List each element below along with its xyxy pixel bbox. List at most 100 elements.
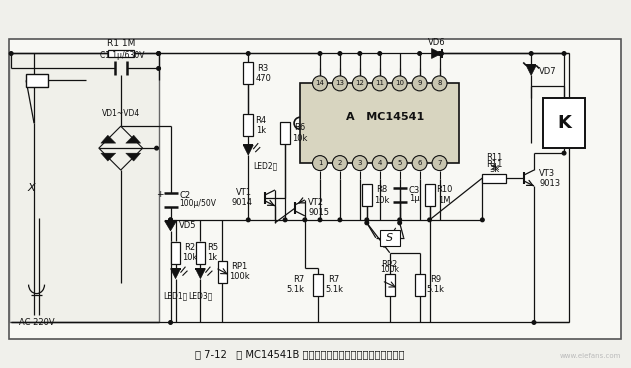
Bar: [26, 74, 48, 87]
Text: 4: 4: [377, 160, 382, 166]
Circle shape: [156, 67, 160, 70]
Bar: [482, 174, 506, 183]
Bar: [244, 63, 253, 84]
Circle shape: [168, 218, 172, 222]
Bar: [9, 53, 158, 322]
Circle shape: [156, 52, 160, 55]
Circle shape: [481, 218, 484, 222]
Bar: [385, 274, 395, 296]
Polygon shape: [101, 153, 115, 161]
Text: K-1: K-1: [30, 76, 44, 85]
Polygon shape: [196, 269, 206, 279]
Text: 8: 8: [437, 80, 442, 86]
Circle shape: [247, 52, 250, 55]
Polygon shape: [432, 49, 442, 59]
Text: VD5: VD5: [179, 221, 196, 230]
Circle shape: [372, 156, 387, 170]
Circle shape: [318, 52, 322, 55]
Polygon shape: [170, 269, 180, 279]
Circle shape: [318, 218, 322, 222]
Polygon shape: [244, 145, 253, 155]
Circle shape: [365, 221, 369, 224]
Text: X: X: [27, 183, 35, 193]
Circle shape: [372, 76, 387, 91]
Text: A   MC14541: A MC14541: [346, 112, 424, 122]
Circle shape: [412, 76, 427, 91]
Polygon shape: [526, 66, 536, 75]
Circle shape: [562, 151, 566, 155]
Text: 3: 3: [358, 160, 362, 166]
Circle shape: [333, 156, 348, 170]
Text: www.elefans.com: www.elefans.com: [560, 353, 621, 359]
Bar: [218, 261, 227, 283]
Circle shape: [352, 156, 367, 170]
Text: VT3: VT3: [539, 169, 555, 177]
Text: R7
5.1k: R7 5.1k: [325, 275, 343, 294]
Bar: [280, 122, 290, 144]
Text: R7
5.1k: R7 5.1k: [286, 275, 304, 294]
Circle shape: [155, 146, 158, 150]
Text: 1μ: 1μ: [409, 194, 419, 204]
Text: R4
1k: R4 1k: [255, 116, 266, 135]
Circle shape: [432, 76, 447, 91]
Text: R11: R11: [486, 160, 502, 169]
Text: +: +: [156, 191, 163, 199]
FancyBboxPatch shape: [300, 84, 459, 163]
Bar: [362, 184, 372, 206]
Text: RP1
100k: RP1 100k: [229, 262, 249, 282]
Bar: [196, 242, 205, 264]
Circle shape: [378, 52, 382, 55]
Text: LED3绿: LED3绿: [188, 291, 213, 301]
Text: 3k: 3k: [489, 165, 500, 174]
Circle shape: [338, 218, 342, 222]
Polygon shape: [165, 221, 177, 231]
Text: 9015: 9015: [308, 208, 329, 217]
Circle shape: [432, 156, 447, 170]
Text: R2
10k: R2 10k: [182, 243, 198, 262]
Circle shape: [9, 52, 13, 55]
Text: 12: 12: [355, 80, 364, 86]
Text: 5: 5: [398, 160, 402, 166]
Text: VD6: VD6: [428, 38, 445, 46]
Circle shape: [358, 52, 362, 55]
Circle shape: [412, 156, 427, 170]
Text: C3: C3: [409, 187, 420, 195]
Text: K: K: [557, 114, 571, 132]
Circle shape: [333, 76, 348, 91]
Circle shape: [168, 321, 172, 324]
Text: AC 220V: AC 220V: [19, 318, 55, 328]
Bar: [9, 39, 621, 339]
Circle shape: [303, 218, 307, 222]
Text: 6: 6: [417, 160, 422, 166]
Polygon shape: [101, 135, 115, 143]
Bar: [313, 274, 323, 296]
Bar: [543, 98, 585, 148]
Circle shape: [392, 156, 407, 170]
Text: R11
3k: R11 3k: [486, 153, 502, 172]
Circle shape: [352, 76, 367, 91]
Circle shape: [562, 52, 566, 55]
Text: 14: 14: [316, 80, 324, 86]
Circle shape: [398, 218, 401, 222]
Text: 100k: 100k: [380, 265, 399, 274]
Text: S: S: [386, 233, 393, 243]
Polygon shape: [126, 153, 141, 161]
Text: 9013: 9013: [539, 178, 560, 188]
Text: 100μ/50V: 100μ/50V: [179, 199, 216, 208]
Text: C1 1μ/630V: C1 1μ/630V: [100, 52, 145, 60]
Text: 9014: 9014: [231, 198, 252, 208]
Text: R3
470: R3 470: [255, 64, 271, 83]
Circle shape: [392, 76, 407, 91]
Circle shape: [398, 221, 401, 224]
Text: 图 7-12   用 MC14541B 型集成电路制作的冰柜机外温控制电路: 图 7-12 用 MC14541B 型集成电路制作的冰柜机外温控制电路: [196, 349, 405, 360]
Text: 10: 10: [395, 80, 404, 86]
Circle shape: [365, 218, 369, 222]
Text: R9
5.1k: R9 5.1k: [427, 275, 445, 294]
Circle shape: [529, 52, 533, 55]
Circle shape: [168, 218, 172, 222]
Circle shape: [440, 52, 444, 55]
Text: R10
1M: R10 1M: [437, 185, 453, 205]
Text: VT2: VT2: [308, 198, 324, 208]
Text: R5
1k: R5 1k: [207, 243, 218, 262]
Text: 13: 13: [336, 80, 345, 86]
